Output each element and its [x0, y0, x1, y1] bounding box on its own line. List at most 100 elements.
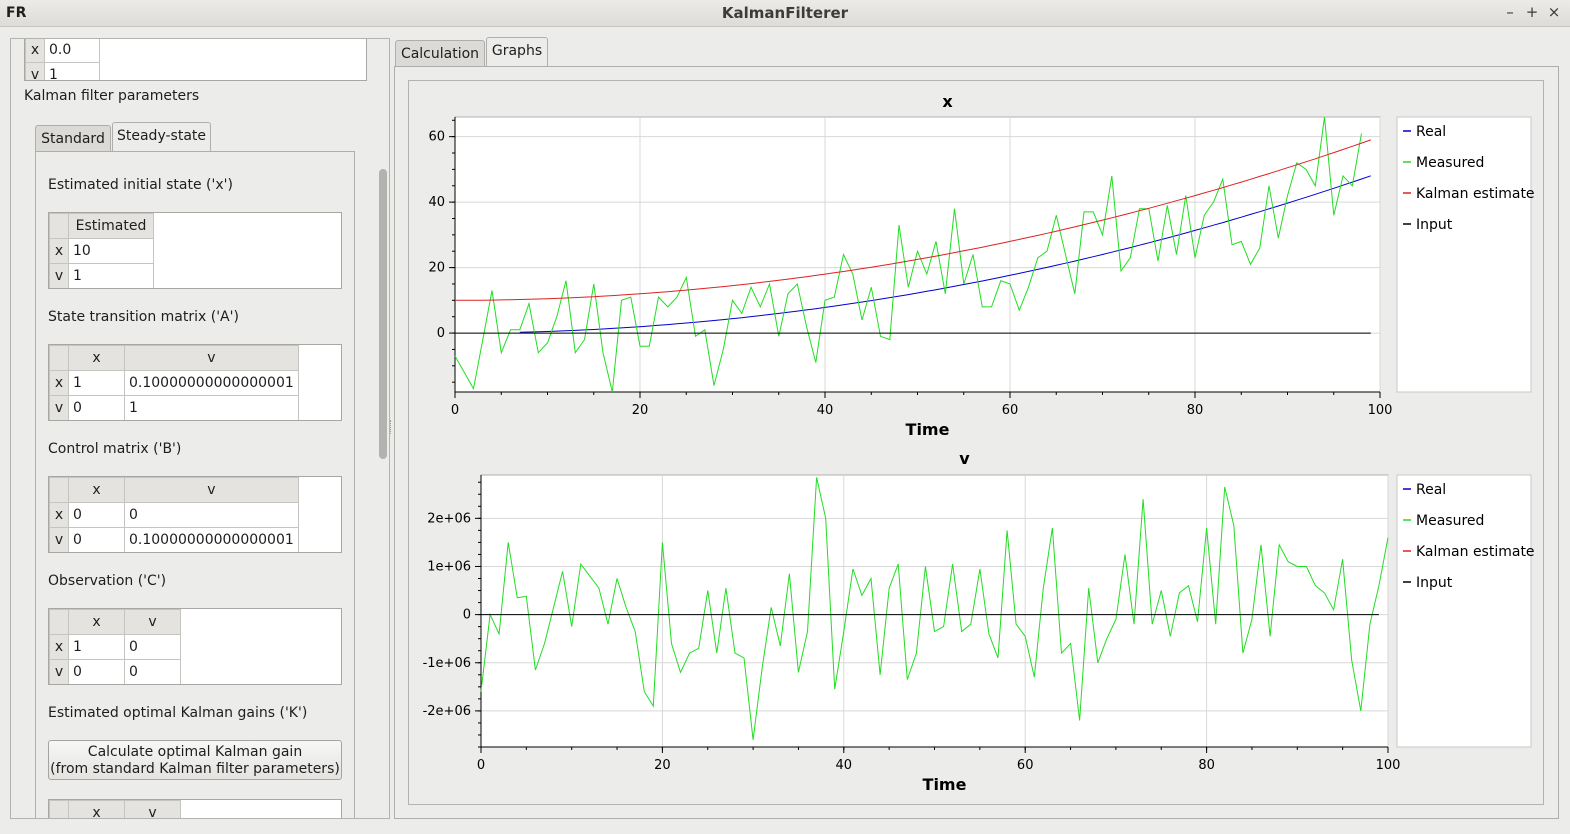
table-row: v 0 0.10000000000000001 [49, 527, 299, 552]
row-header: x [49, 370, 69, 396]
y-tick-label: 2e+06 [427, 511, 471, 526]
legend-label: Real [1416, 482, 1446, 498]
column-header: Estimated [68, 213, 154, 239]
row-header: x [49, 502, 69, 528]
plot-area [454, 116, 1381, 393]
legend-label: Real [1416, 124, 1446, 140]
cell-value[interactable]: 1 [44, 62, 100, 80]
cell-value[interactable]: 0.10000000000000001 [124, 527, 299, 552]
y-tick-label: 0 [437, 326, 445, 341]
cell-value[interactable]: 1 [68, 263, 154, 288]
column-header: v [124, 477, 299, 503]
x-tick-label: 0 [451, 403, 459, 418]
legend [1396, 474, 1532, 748]
cell-value[interactable]: 1 [68, 634, 125, 660]
k-matrix-label: Estimated optimal Kalman gains ('K') [48, 705, 308, 721]
series-line-kalman-estimate [455, 139, 1371, 301]
app-icon: FR [6, 5, 27, 21]
cell-value[interactable]: 0 [124, 502, 299, 528]
legend-label: Input [1416, 575, 1453, 591]
cell-value[interactable]: 0 [68, 659, 125, 684]
x-axis-label: Time [923, 775, 967, 794]
a-matrix-label: State transition matrix ('A') [48, 309, 239, 325]
x-tick-label: 100 [1376, 758, 1401, 773]
legend-label: Kalman estimate [1416, 186, 1535, 202]
tab-calculation[interactable]: Calculation [395, 40, 485, 67]
vertical-scrollbar[interactable] [379, 169, 387, 459]
cell-value[interactable]: 1 [68, 370, 125, 396]
maximize-icon[interactable]: + [1525, 3, 1539, 21]
chart-title: v [959, 449, 970, 468]
legend [1396, 116, 1532, 393]
column-header: v [124, 345, 299, 371]
initial-state-label: Estimated initial state ('x') [48, 177, 233, 193]
x-tick-label: 60 [1017, 758, 1034, 773]
legend-label: Measured [1416, 513, 1484, 529]
close-icon[interactable]: × [1547, 3, 1561, 21]
row-header: x [49, 634, 69, 660]
column-header: x [68, 800, 125, 818]
plot-area [480, 474, 1389, 748]
tab-steady-state[interactable]: Steady-state [112, 122, 211, 151]
cell-value[interactable]: 0 [124, 659, 181, 684]
x-tick-label: 80 [1187, 403, 1204, 418]
cell-value[interactable]: 10 [68, 238, 154, 264]
tab-standard[interactable]: Standard [35, 125, 111, 152]
y-tick-label: 1e+06 [427, 559, 471, 574]
y-tick-label: 0 [463, 608, 471, 623]
column-header: x [68, 609, 125, 635]
column-header: x [68, 345, 125, 371]
y-tick-label: -1e+06 [423, 656, 471, 671]
cell-value[interactable]: 0.0 [44, 39, 100, 63]
cell-value[interactable]: 0 [68, 502, 125, 528]
x-tick-label: 0 [477, 758, 485, 773]
legend-label: Input [1416, 217, 1453, 233]
column-header: x [68, 477, 125, 503]
cell-value[interactable]: 0 [68, 395, 125, 420]
column-header: v [124, 609, 181, 635]
chart-title: x [942, 92, 953, 111]
row-header: x [25, 39, 45, 63]
title-bar: FR KalmanFilterer – + × [0, 0, 1570, 27]
window-title: KalmanFilterer [721, 4, 849, 22]
x-tick-label: 40 [836, 758, 853, 773]
b-matrix-label: Control matrix ('B') [48, 441, 182, 457]
x-tick-label: 20 [654, 758, 671, 773]
v-chart: v 0 20 40 60 80 100 -2e+06 -1e+06 0 1e+06 2e+06 Time… [423, 449, 1535, 794]
cell-value[interactable]: 0.10000000000000001 [124, 370, 299, 396]
calculate-kalman-gain-button[interactable]: Calculate optimal Kalman gain (from stan… [48, 740, 342, 780]
table-row: x 1 0.10000000000000001 [49, 370, 299, 396]
x-tick-label: 40 [817, 403, 834, 418]
series-line-measured [480, 477, 1389, 740]
x-tick-label: 60 [1002, 403, 1019, 418]
tab-graphs[interactable]: Graphs [486, 37, 548, 66]
x-axis-label: Time [906, 420, 950, 439]
cell-value[interactable]: 0 [124, 634, 181, 660]
cell-value[interactable]: 0 [68, 527, 125, 552]
c-matrix-label: Observation ('C') [48, 573, 167, 589]
x-tick-label: 20 [632, 403, 649, 418]
row-header: v [49, 659, 69, 684]
row-header: v [49, 527, 69, 552]
column-header: v [124, 800, 181, 818]
row-header: x [49, 238, 69, 264]
series-line-measured [454, 116, 1362, 393]
y-tick-label: 40 [428, 195, 445, 210]
legend-label: Measured [1416, 155, 1484, 171]
cell-value[interactable]: 1 [124, 395, 299, 420]
y-tick-label: 60 [428, 130, 445, 145]
minimize-icon[interactable]: – [1506, 3, 1514, 21]
kalman-params-label: Kalman filter parameters [24, 88, 200, 104]
